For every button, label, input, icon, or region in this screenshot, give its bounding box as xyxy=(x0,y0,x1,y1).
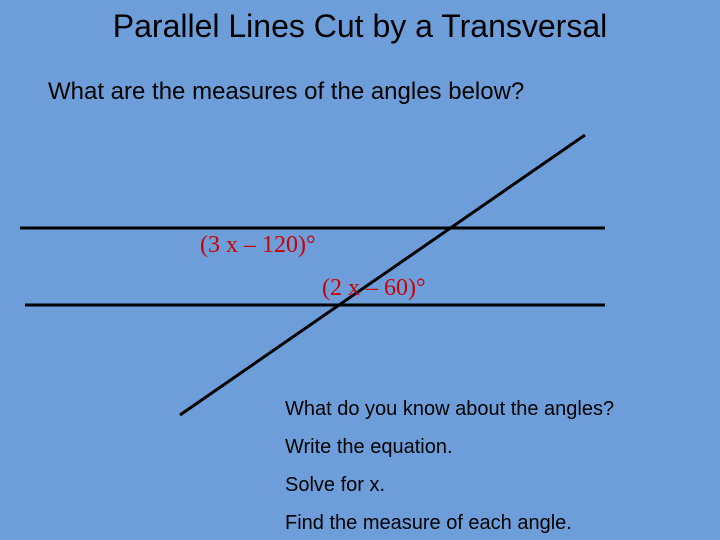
slide: Parallel Lines Cut by a Transversal What… xyxy=(0,0,720,540)
angle-label-upper: (3 x – 120)° xyxy=(200,232,316,259)
step-1: What do you know about the angles? xyxy=(285,398,614,421)
step-4: Find the measure of each angle. xyxy=(285,512,572,535)
geometry-diagram xyxy=(0,0,720,540)
angle-label-lower: (2 x – 60)° xyxy=(322,275,426,302)
step-3: Solve for x. xyxy=(285,474,385,497)
step-2: Write the equation. xyxy=(285,436,453,459)
